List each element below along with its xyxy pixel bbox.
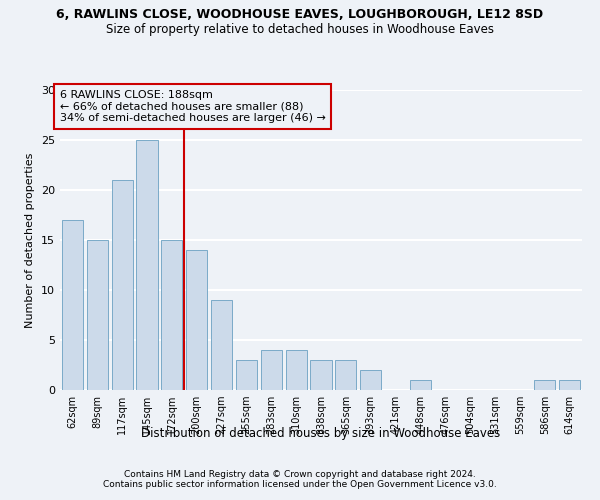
Bar [87,240,108,390]
Bar [534,380,555,390]
Bar [286,350,307,390]
Text: 6, RAWLINS CLOSE, WOODHOUSE EAVES, LOUGHBOROUGH, LE12 8SD: 6, RAWLINS CLOSE, WOODHOUSE EAVES, LOUGH… [56,8,544,20]
Bar [136,140,158,390]
Bar [112,180,133,390]
Bar [410,380,431,390]
Text: 6 RAWLINS CLOSE: 188sqm
← 66% of detached houses are smaller (88)
34% of semi-de: 6 RAWLINS CLOSE: 188sqm ← 66% of detache… [60,90,326,123]
Text: Contains public sector information licensed under the Open Government Licence v3: Contains public sector information licen… [103,480,497,489]
Bar [161,240,182,390]
Bar [559,380,580,390]
Bar [360,370,381,390]
Text: Distribution of detached houses by size in Woodhouse Eaves: Distribution of detached houses by size … [142,428,500,440]
Bar [62,220,83,390]
Bar [335,360,356,390]
Bar [261,350,282,390]
Bar [186,250,207,390]
Text: Size of property relative to detached houses in Woodhouse Eaves: Size of property relative to detached ho… [106,22,494,36]
Bar [236,360,257,390]
Bar [211,300,232,390]
Bar [310,360,332,390]
Text: Contains HM Land Registry data © Crown copyright and database right 2024.: Contains HM Land Registry data © Crown c… [124,470,476,479]
Y-axis label: Number of detached properties: Number of detached properties [25,152,35,328]
